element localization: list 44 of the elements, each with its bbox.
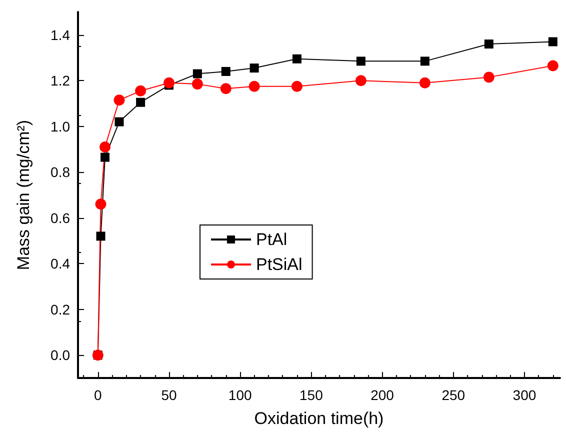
point xyxy=(220,83,232,94)
x-tick-label: 250 xyxy=(442,387,466,403)
point xyxy=(96,232,106,241)
x-tick-label: 50 xyxy=(161,387,177,403)
y-tick-label: 0.6 xyxy=(50,210,70,226)
point xyxy=(95,198,106,210)
point xyxy=(221,66,230,76)
point xyxy=(355,75,366,86)
y-tick-label: 0.0 xyxy=(50,347,70,364)
point xyxy=(291,80,302,92)
point xyxy=(114,117,124,126)
point xyxy=(420,56,430,66)
point xyxy=(164,77,174,88)
point xyxy=(248,80,260,92)
y-tick-label: 1.4 xyxy=(50,26,70,43)
x-tick-label: 150 xyxy=(300,387,324,403)
point xyxy=(484,40,494,49)
point xyxy=(114,94,125,106)
legend-label: PtSiAl xyxy=(256,255,302,274)
y-tick-label: 1.0 xyxy=(50,118,70,134)
y-tick-label: 1.2 xyxy=(50,72,70,89)
point xyxy=(100,152,110,162)
point xyxy=(100,141,111,152)
point xyxy=(548,37,558,46)
point xyxy=(483,72,494,83)
x-tick-label: 0 xyxy=(94,387,102,403)
x-axis-title: Oxidation time(h) xyxy=(254,409,384,428)
legend-label: PtAl xyxy=(256,230,288,249)
point xyxy=(547,60,558,72)
point xyxy=(419,77,430,88)
point xyxy=(356,56,366,66)
x-tick-label: 100 xyxy=(228,387,252,403)
point xyxy=(135,85,146,96)
x-tick-label: 200 xyxy=(370,387,394,403)
point xyxy=(192,78,203,90)
point xyxy=(192,69,202,78)
point xyxy=(136,98,146,107)
y-tick-label: 0.2 xyxy=(50,301,70,318)
y-tick-label: 0.4 xyxy=(50,256,70,272)
point xyxy=(292,54,302,64)
point xyxy=(250,64,259,73)
y-axis-title: Mass gain (mg/cm²) xyxy=(14,120,33,270)
x-tick-label: 300 xyxy=(512,387,536,403)
y-tick-label: 0.8 xyxy=(50,164,70,180)
